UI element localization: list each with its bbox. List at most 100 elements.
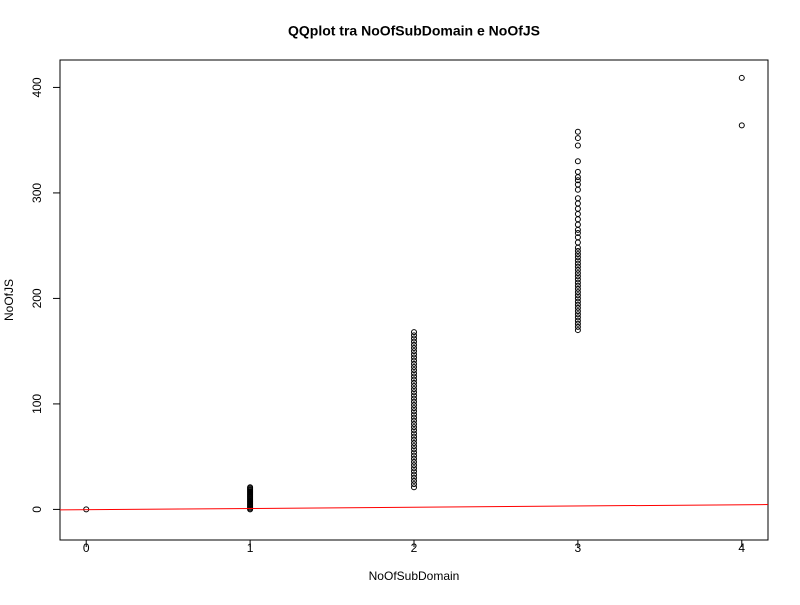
point [574, 168, 581, 175]
x-tick-label: 0 [83, 541, 90, 555]
point [574, 234, 581, 241]
point [411, 382, 417, 389]
point [411, 335, 417, 342]
point [411, 468, 417, 475]
point [574, 247, 581, 254]
point [574, 251, 581, 258]
point [411, 465, 417, 472]
point [574, 158, 581, 165]
y-tick-label: 200 [30, 288, 44, 308]
point [411, 443, 417, 450]
point [574, 195, 581, 202]
point [574, 301, 581, 308]
point [574, 308, 581, 315]
y-tick-label: 400 [30, 77, 44, 97]
point [574, 304, 581, 311]
point [574, 285, 581, 292]
y-tick-label: 100 [30, 394, 44, 414]
x-tick-label: 2 [411, 541, 418, 555]
point [574, 320, 581, 327]
point [411, 430, 417, 437]
point [411, 376, 417, 383]
point [411, 449, 417, 456]
point [411, 427, 417, 434]
y-tick-label: 300 [30, 183, 44, 203]
point [411, 462, 417, 469]
point [574, 289, 581, 296]
point [574, 142, 581, 149]
point [574, 282, 581, 289]
point [574, 177, 581, 184]
point [411, 392, 417, 399]
point [574, 314, 581, 321]
point [411, 341, 417, 348]
point [574, 270, 581, 277]
point [411, 405, 417, 412]
point [411, 477, 417, 484]
point [411, 436, 417, 443]
point [574, 292, 581, 299]
point [411, 357, 417, 364]
point [411, 414, 417, 421]
x-tick-label: 1 [247, 541, 254, 555]
x-tick-label: 3 [575, 541, 582, 555]
point [574, 254, 581, 261]
point [574, 260, 581, 267]
point [574, 230, 581, 237]
point [411, 452, 417, 459]
point [411, 417, 417, 424]
point [411, 471, 417, 478]
x-tick-label: 4 [738, 541, 745, 555]
x-axis-label: NoOfSubDomain [369, 569, 460, 583]
y-tick-label: 0 [30, 506, 44, 513]
point [574, 276, 581, 283]
point [574, 135, 581, 142]
point [574, 181, 581, 188]
point [574, 311, 581, 318]
point [411, 345, 417, 351]
point [411, 446, 417, 453]
point [411, 474, 417, 481]
point [411, 329, 417, 336]
point [411, 408, 417, 415]
point [411, 386, 417, 393]
reference-line [59, 504, 769, 511]
point [738, 74, 745, 81]
point [574, 323, 581, 330]
point [574, 327, 581, 334]
point [574, 317, 581, 324]
point [574, 263, 581, 270]
point [411, 420, 417, 427]
point [411, 338, 417, 345]
point [411, 354, 417, 361]
point [411, 424, 417, 431]
point [411, 401, 417, 408]
point [411, 379, 417, 386]
point [411, 351, 417, 358]
point [574, 298, 581, 305]
point [411, 455, 417, 462]
point [411, 439, 417, 446]
point [411, 389, 417, 396]
point [247, 484, 254, 491]
point [574, 279, 581, 286]
point [411, 458, 417, 465]
point [411, 433, 417, 440]
point [411, 411, 417, 418]
point [411, 360, 417, 367]
point [574, 128, 581, 135]
point [411, 395, 417, 402]
chart-title: QQplot tra NoOfSubDomain e NoOfJS [288, 23, 540, 39]
point [411, 363, 417, 370]
point [574, 266, 581, 273]
point [574, 257, 581, 264]
point [411, 481, 417, 488]
point [574, 295, 581, 302]
point [411, 367, 417, 374]
point [411, 332, 417, 339]
y-axis-label: NoOfJS [2, 279, 16, 321]
point [411, 348, 417, 355]
point [411, 484, 417, 491]
point [574, 273, 581, 280]
